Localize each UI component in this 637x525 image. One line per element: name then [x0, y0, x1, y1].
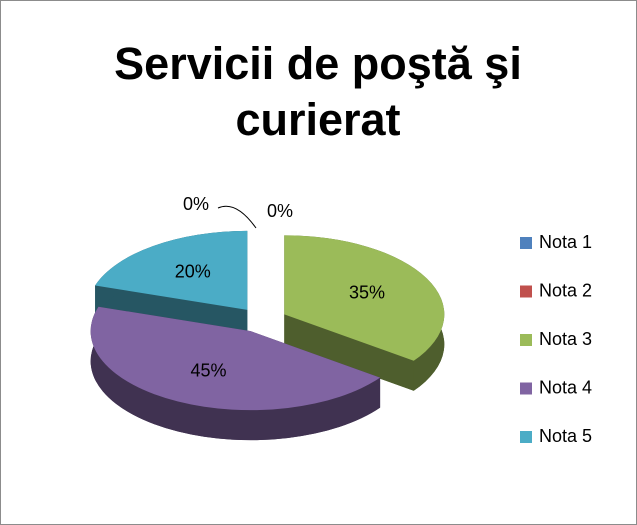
slice-wall [90, 306, 381, 441]
slice-side [284, 314, 414, 391]
data-label: 45% [191, 361, 227, 381]
slice [90, 306, 381, 411]
legend-label: Nota 3 [539, 329, 592, 349]
legend-swatch [520, 334, 532, 346]
chart-title: Servicii de poştă şi curierat [114, 38, 522, 145]
data-label: 35% [349, 282, 385, 302]
data-label: 0% [183, 194, 209, 214]
slice [284, 235, 445, 361]
legend-label: Nota 5 [539, 426, 592, 446]
legend-label: Nota 4 [539, 377, 592, 397]
legend-label: Nota 1 [539, 232, 592, 252]
legend-swatch [520, 285, 532, 298]
leader-line [217, 205, 257, 229]
data-label: 20% [175, 262, 211, 282]
legend-swatch [520, 237, 532, 249]
legend-swatch [520, 431, 532, 443]
slice [95, 230, 248, 310]
legend-swatch [520, 382, 532, 395]
legend-label: Nota 2 [539, 280, 592, 300]
data-label: 0% [267, 201, 293, 221]
